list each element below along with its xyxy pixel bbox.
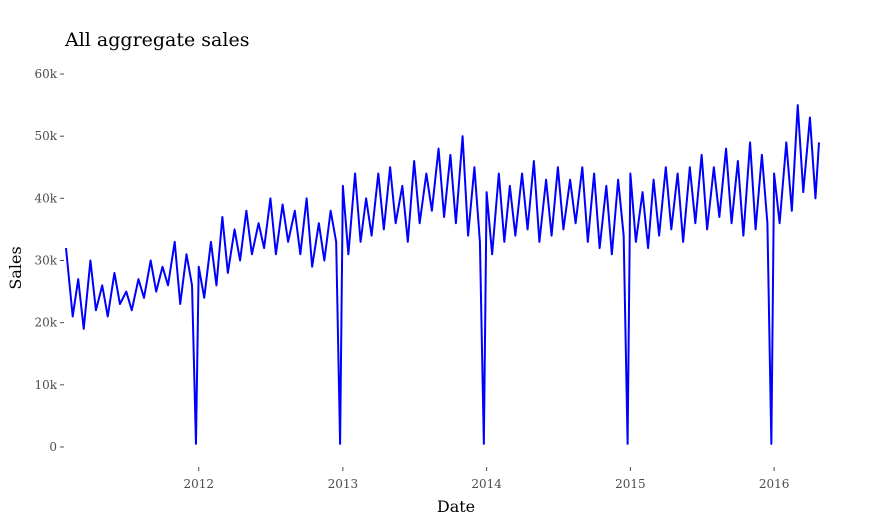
y-tick-label: 0 <box>49 440 57 454</box>
y-axis-label: Sales <box>6 246 25 289</box>
chart-title: All aggregate sales <box>64 29 249 51</box>
sales-series-line <box>65 104 820 445</box>
y-tick-label: 40k <box>34 191 57 205</box>
y-tick-label: 30k <box>34 254 57 268</box>
plot-area <box>65 104 820 445</box>
y-tick-label: 50k <box>34 129 57 143</box>
x-axis-label: Date <box>437 497 475 516</box>
y-tick-label: 20k <box>34 316 57 330</box>
y-tick-label: 60k <box>34 67 57 81</box>
y-tick-label: 10k <box>34 378 57 392</box>
x-tick-label: 2016 <box>759 477 790 491</box>
x-tick-label: 2014 <box>471 477 502 491</box>
x-tick-label: 2013 <box>328 477 359 491</box>
x-tick-label: 2012 <box>183 477 214 491</box>
x-axis: 2012 2013 2014 2015 2016 <box>183 467 789 491</box>
y-axis: 0 10k 20k 30k 40k 50k 60k <box>34 67 64 454</box>
x-tick-label: 2015 <box>615 477 646 491</box>
